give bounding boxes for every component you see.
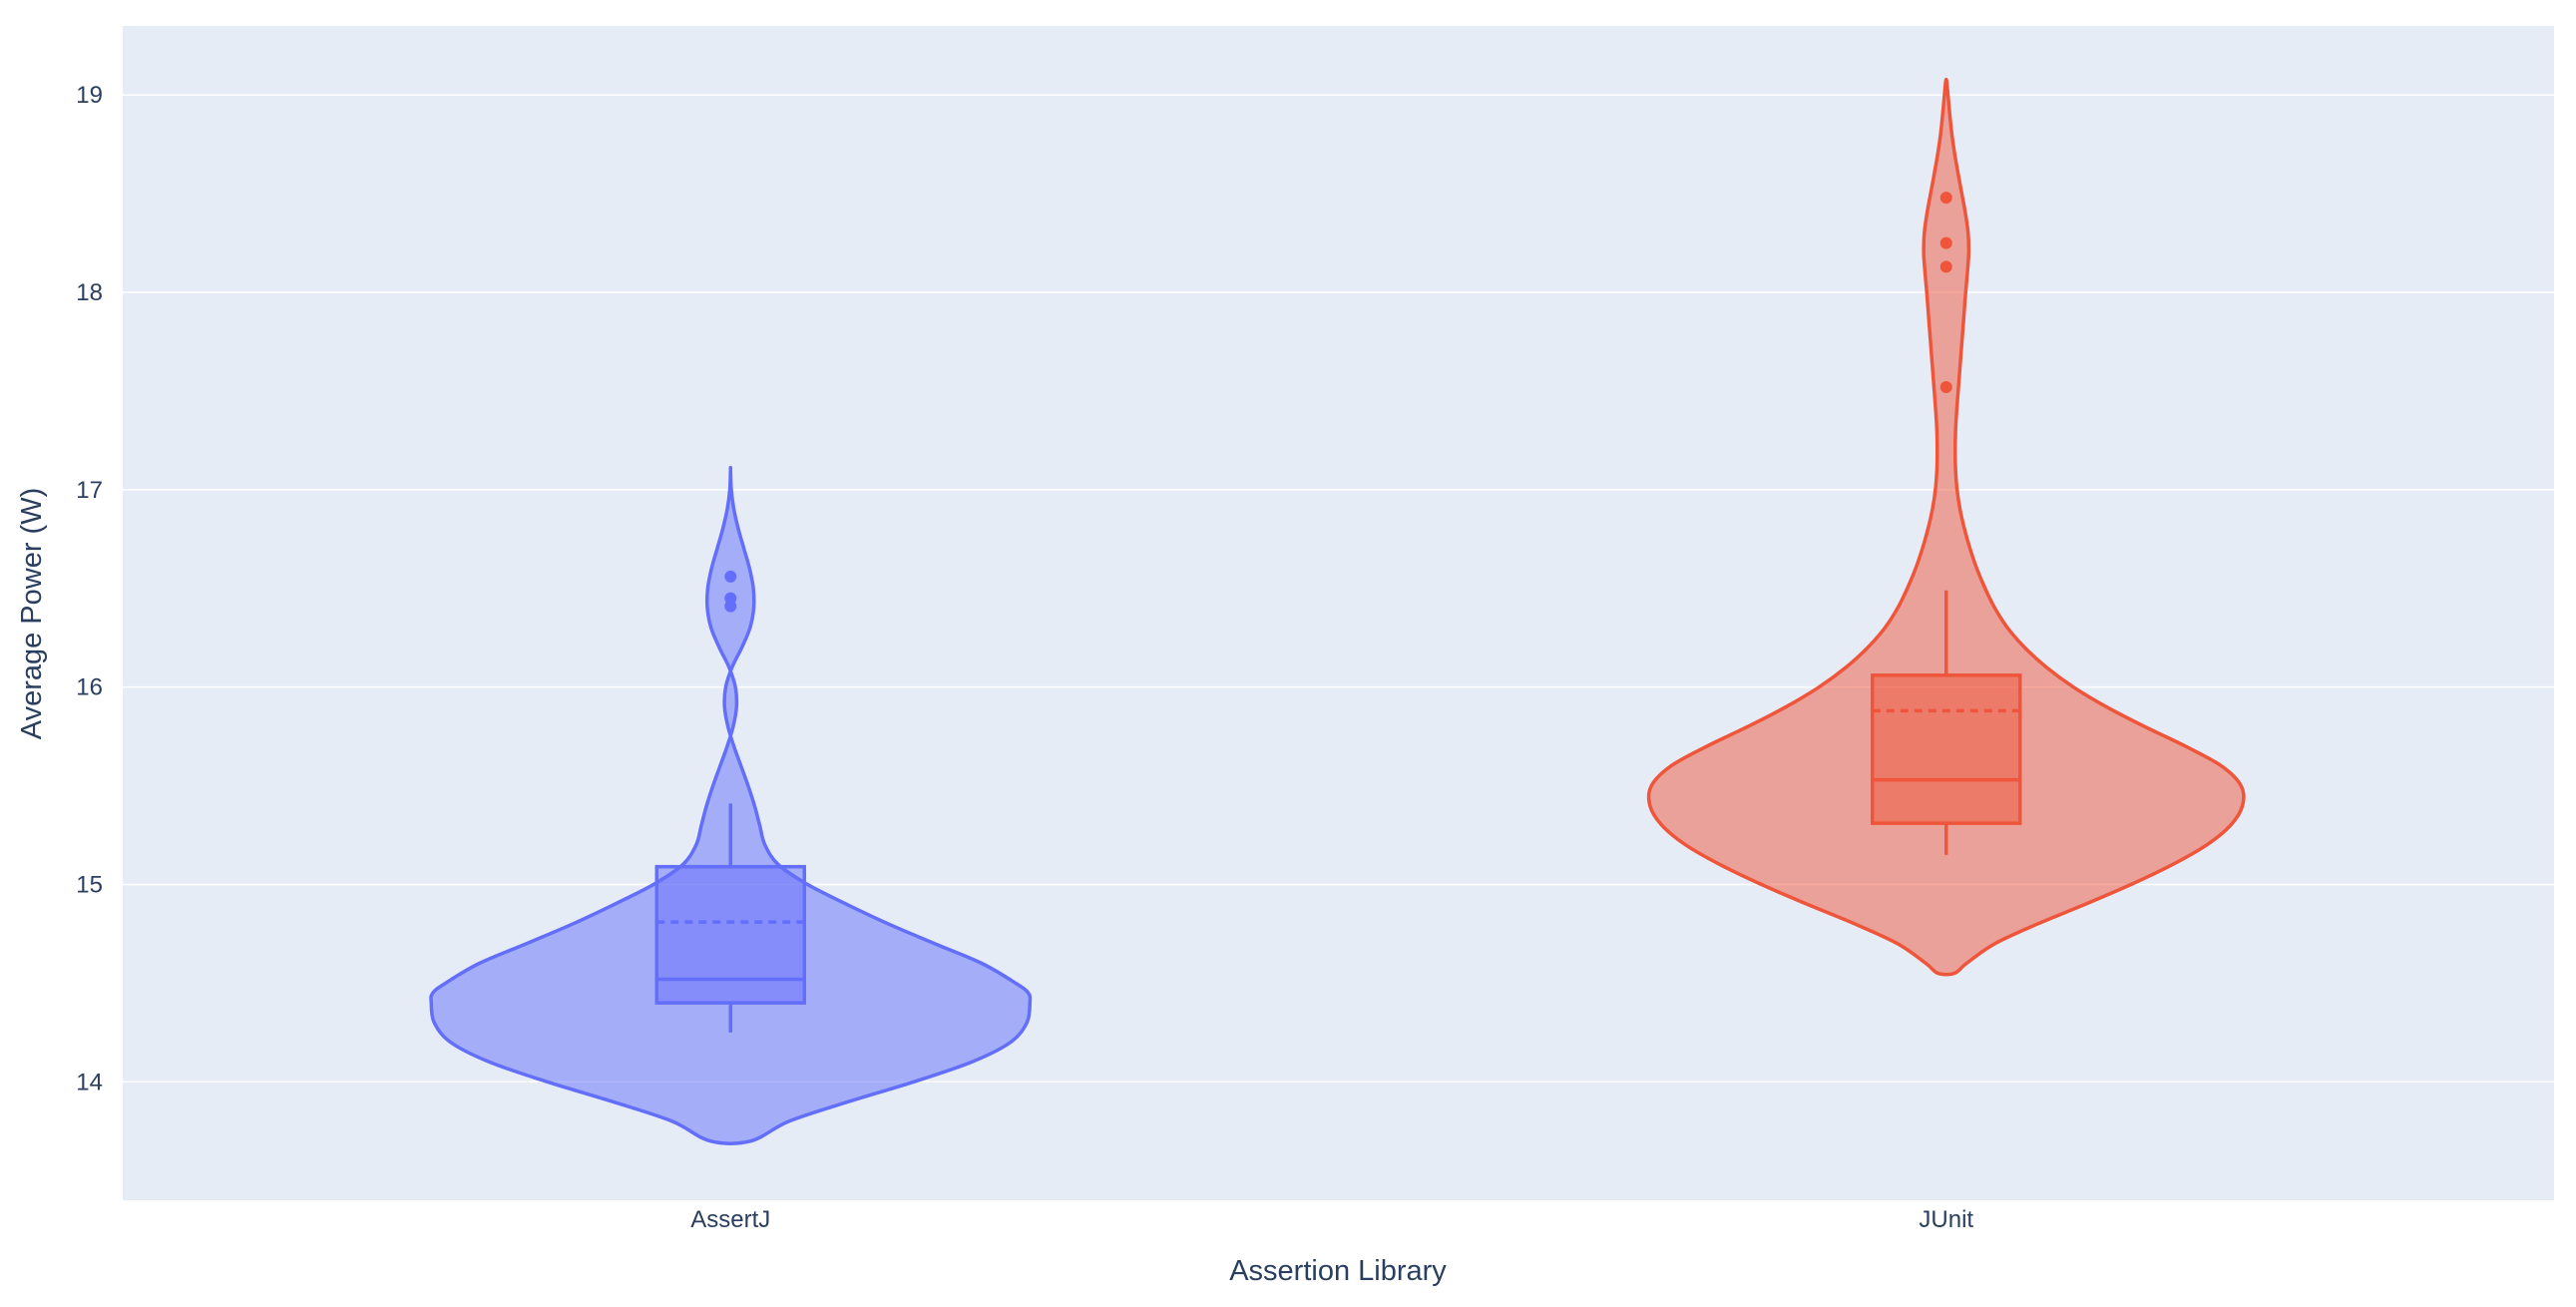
outlier-point	[1939, 260, 1952, 273]
violin-traces	[429, 77, 2246, 1145]
violin-assertj	[429, 465, 1033, 1145]
y-tick-label: 16	[76, 674, 103, 701]
violin-junit	[1646, 77, 2246, 977]
outlier-point	[724, 570, 737, 583]
box	[654, 864, 806, 1005]
y-tick-label: 18	[76, 279, 103, 306]
grid-lines	[123, 94, 2554, 1084]
outlier-point	[1939, 381, 1952, 394]
y-axis-title: Average Power (W)	[16, 488, 48, 740]
x-tick-labels: AssertJ JUnit	[690, 1206, 1973, 1233]
y-tick-label: 19	[76, 82, 103, 109]
x-tick-label: AssertJ	[690, 1206, 770, 1233]
outlier-point	[724, 600, 737, 613]
box	[1871, 673, 2022, 825]
violin-body	[1646, 77, 2246, 977]
outlier-point	[1939, 192, 1952, 205]
x-tick-label: JUnit	[1919, 1206, 1973, 1233]
outlier-point	[1939, 236, 1952, 249]
y-tick-label: 14	[76, 1069, 103, 1095]
y-tick-label: 17	[76, 477, 103, 504]
x-axis-title: Assertion Library	[1229, 1255, 1447, 1287]
y-tick-labels: 14 15 16 17 18 19	[76, 82, 103, 1095]
y-tick-label: 15	[76, 871, 103, 898]
